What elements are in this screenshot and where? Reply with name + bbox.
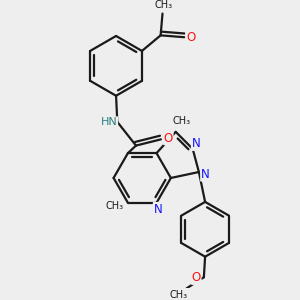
Text: O: O	[186, 31, 195, 44]
Text: N: N	[153, 202, 162, 215]
Text: CH₃: CH₃	[169, 290, 188, 300]
Text: CH₃: CH₃	[105, 201, 123, 211]
Text: O: O	[164, 132, 173, 145]
Text: CH₃: CH₃	[173, 116, 191, 126]
Text: N: N	[201, 168, 209, 181]
Text: O: O	[192, 272, 201, 284]
Text: CH₃: CH₃	[155, 1, 173, 10]
Text: N: N	[191, 137, 200, 150]
Text: HN: HN	[101, 117, 118, 127]
